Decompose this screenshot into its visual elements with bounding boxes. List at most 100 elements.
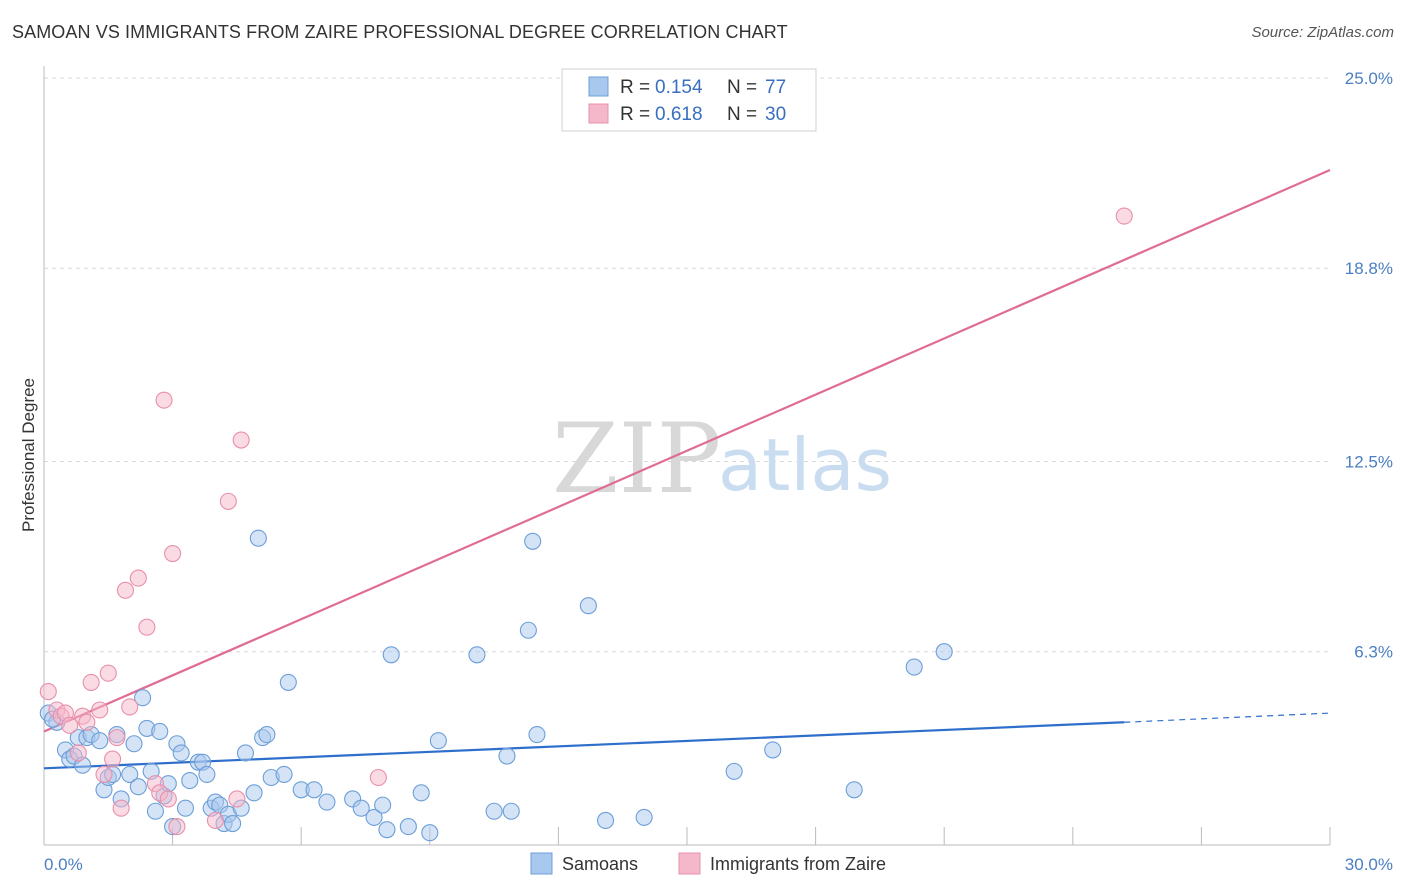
samoan-point	[528, 726, 546, 744]
zaire-point	[155, 391, 173, 409]
legend-r-label-1: R =	[620, 77, 650, 98]
samoan-point	[421, 824, 439, 842]
legend-r-value-2: 0.618	[655, 104, 703, 125]
samoan-point	[725, 762, 743, 780]
zaire-point	[219, 492, 237, 510]
watermark-atlas: atlas	[718, 423, 892, 507]
samoan-point	[845, 781, 863, 799]
zaire-point	[164, 544, 182, 563]
samoan-point	[382, 646, 400, 664]
samoan-point	[172, 744, 190, 762]
trend-layer	[43, 169, 1331, 770]
samoan-point	[519, 621, 537, 639]
samoan-trend-line	[43, 721, 1125, 770]
tick-layer: 25.0% 18.8% 12.5% 6.3% 0.0% 30.0%	[44, 69, 1393, 874]
zaire-point	[78, 713, 96, 731]
bottom-legend-swatch-samoans	[530, 852, 553, 875]
legend-r-label-2: R =	[620, 104, 650, 125]
samoan-point	[597, 811, 615, 830]
samoan-point	[125, 735, 143, 753]
legend-n-value-2: 30	[765, 104, 786, 125]
samoan-point	[502, 802, 520, 820]
zaire-point	[95, 765, 113, 783]
zaire-point	[232, 431, 250, 449]
y-axis-label: Professional Degree	[19, 378, 38, 532]
legend-swatch-samoans	[588, 76, 609, 97]
samoan-point	[365, 808, 383, 826]
samoan-point	[279, 673, 297, 691]
zaire-point	[112, 799, 130, 817]
samoan-trend-extension	[1124, 712, 1331, 723]
zaire-point	[369, 768, 387, 787]
legend-n-label-2: N =	[727, 104, 757, 125]
legend-n-label-1: N =	[727, 77, 757, 98]
samoan-point	[258, 726, 276, 744]
samoan-point	[146, 802, 165, 820]
samoan-point	[134, 689, 152, 707]
samoan-point	[275, 765, 293, 783]
zaire-point	[1115, 207, 1133, 225]
samoan-point	[412, 784, 430, 802]
y-tick-label: 12.5%	[1345, 453, 1393, 472]
zaire-point	[99, 664, 117, 682]
zaire-trend-line	[43, 169, 1331, 733]
samoan-point	[399, 818, 417, 836]
samoan-point	[129, 778, 147, 796]
grid-layer	[44, 77, 1330, 653]
y-tick-label: 18.8%	[1345, 259, 1393, 278]
zaire-point	[82, 673, 100, 691]
samoan-point	[935, 643, 953, 661]
samoan-point	[151, 722, 169, 741]
legend-bottom: Samoans Immigrants from Zaire	[530, 852, 886, 875]
zaire-point	[159, 790, 177, 808]
zaire-point	[116, 581, 134, 599]
zaire-point	[39, 683, 57, 701]
zaire-point	[121, 698, 139, 716]
zaire-point	[91, 701, 109, 719]
samoan-point	[635, 808, 653, 826]
samoan-point	[764, 741, 782, 759]
zaire-point	[61, 716, 79, 734]
bottom-legend-samoans: Samoans	[562, 854, 638, 874]
samoan-point	[352, 799, 370, 817]
chart-source: Source: ZipAtlas.com	[1251, 24, 1394, 41]
bottom-legend-zaire: Immigrants from Zaire	[710, 854, 886, 874]
zaire-point	[104, 750, 122, 768]
legend-swatch-zaire	[588, 103, 609, 124]
chart-title: SAMOAN VS IMMIGRANTS FROM ZAIRE PROFESSI…	[12, 22, 788, 42]
samoan-point	[121, 765, 139, 783]
y-tick-label: 6.3%	[1354, 643, 1393, 662]
zaire-point	[168, 818, 186, 836]
samoan-point	[249, 529, 267, 547]
samoan-point	[498, 747, 516, 765]
legend-top: R = 0.154 N = 77 R = 0.618 N = 30	[561, 68, 817, 132]
samoan-point	[181, 772, 199, 790]
x-tick-label: 0.0%	[44, 855, 83, 874]
zaire-point	[69, 744, 87, 762]
samoan-point	[429, 732, 447, 750]
points-layer	[39, 207, 1133, 842]
zaire-point	[228, 790, 246, 808]
zaire-point	[129, 569, 147, 587]
samoan-point	[91, 732, 109, 750]
x-tick-label: 30.0%	[1345, 855, 1393, 874]
zaire-point	[108, 729, 126, 747]
zaire-point	[206, 811, 225, 830]
samoan-point	[224, 814, 242, 833]
y-tick-label: 25.0%	[1345, 69, 1393, 88]
legend-r-value-1: 0.154	[655, 77, 703, 98]
samoan-point	[176, 799, 195, 817]
samoan-point	[485, 802, 503, 820]
zaire-point	[138, 618, 156, 636]
samoan-point	[318, 793, 336, 811]
samoan-point	[305, 781, 323, 799]
samoan-point	[236, 744, 255, 762]
samoan-point	[905, 658, 923, 676]
legend-n-value-1: 77	[765, 77, 786, 98]
watermark: ZIP atlas	[552, 403, 892, 515]
samoan-point	[524, 532, 542, 550]
samoan-point	[198, 765, 216, 783]
samoan-point	[468, 646, 486, 664]
samoan-point	[245, 784, 263, 802]
